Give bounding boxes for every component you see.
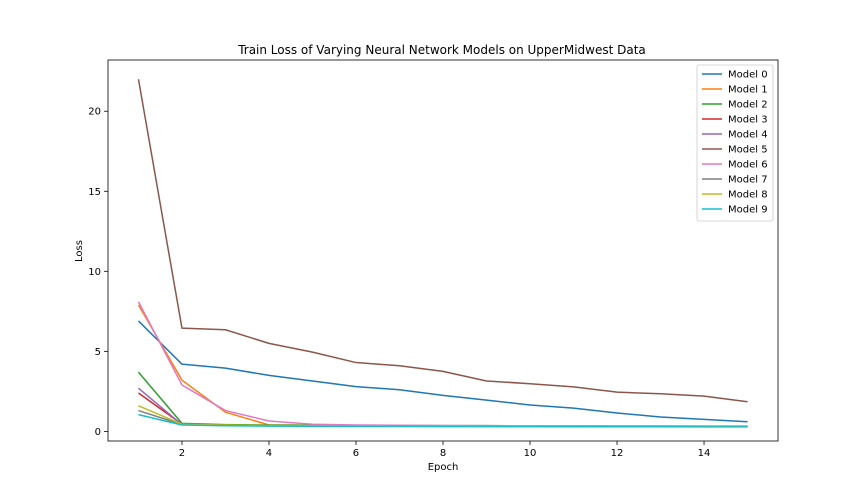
- legend-label: Model 7: [728, 175, 768, 186]
- legend-label: Model 8: [728, 190, 768, 201]
- x-axis-label: Epoch: [428, 462, 459, 473]
- x-tick-label: 10: [524, 448, 537, 459]
- legend-label: Model 2: [728, 100, 768, 111]
- x-tick-label: 2: [179, 448, 185, 459]
- y-tick-label: 10: [88, 267, 101, 278]
- x-tick-label: 14: [698, 448, 711, 459]
- series-line-model-6: [137, 301, 748, 427]
- series-line-model-9: [138, 413, 748, 428]
- y-tick-label: 5: [95, 347, 101, 358]
- series-line-model-1: [137, 304, 748, 428]
- plot-area: [137, 79, 748, 428]
- series-line-model-2: [137, 371, 748, 427]
- x-tick-label: 4: [266, 448, 272, 459]
- y-tick-label: 0: [95, 427, 101, 438]
- series-line-model-3: [138, 392, 748, 428]
- legend-label: Model 1: [728, 85, 768, 96]
- legend-label: Model 0: [728, 70, 768, 81]
- plot-frame: [107, 59, 779, 442]
- y-axis-label: Loss: [74, 240, 85, 262]
- series-line-model-5: [137, 79, 748, 403]
- series-line-model-0: [137, 320, 748, 423]
- x-tick-label: 12: [611, 448, 624, 459]
- legend-label: Model 3: [728, 115, 768, 126]
- legend-label: Model 4: [728, 130, 768, 141]
- x-tick-label: 8: [440, 448, 446, 459]
- x-tick-label: 6: [353, 448, 359, 459]
- legend: Model 0 Model 1 Model 2 Model 3 Model 4 Model…: [696, 64, 774, 222]
- chart-title: Train Loss of Varying Neural Network Mod…: [237, 43, 646, 57]
- legend-label: Model 5: [728, 145, 768, 156]
- legend-label: Model 6: [728, 160, 768, 171]
- y-tick-label: 20: [88, 107, 101, 118]
- legend-label: Model 9: [728, 205, 768, 216]
- y-tick-label: 15: [88, 187, 101, 198]
